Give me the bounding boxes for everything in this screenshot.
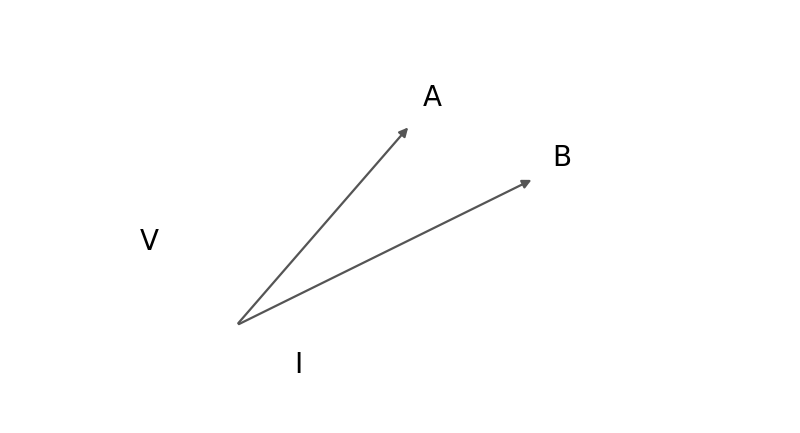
Text: B: B <box>553 144 572 172</box>
Text: I: I <box>294 351 302 379</box>
Text: A: A <box>422 84 442 112</box>
Text: V: V <box>140 228 159 256</box>
